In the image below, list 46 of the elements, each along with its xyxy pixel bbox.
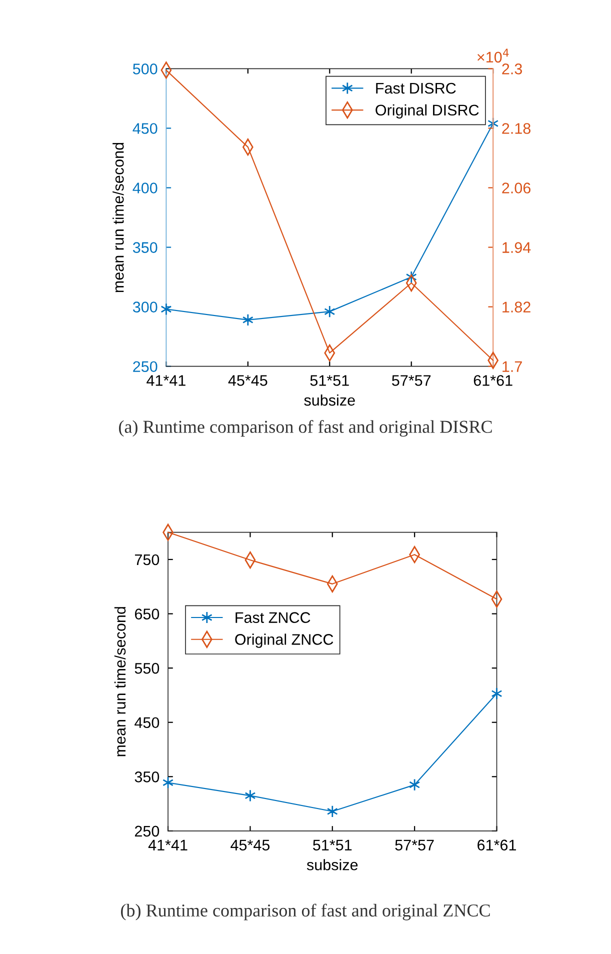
y-tick-label: 350 — [132, 242, 158, 253]
point — [324, 305, 336, 318]
x-tick-label: 61*61 — [478, 840, 516, 850]
point — [491, 687, 502, 700]
text: ×10$^{4}$ — [477, 48, 509, 63]
y-tick-label: 350 — [134, 772, 160, 782]
y-tick-label: 450 — [134, 717, 160, 728]
x-axis-title: subsize — [304, 394, 355, 406]
legend-label: Original DISRC — [376, 104, 479, 119]
x-tick-label: 61*61 — [474, 375, 512, 386]
point — [244, 789, 256, 802]
y-tick-label: 550 — [134, 662, 160, 674]
x-axis-title: subsize — [306, 859, 358, 870]
y2-tick-label: 2.18 — [502, 123, 530, 134]
text: (a) Runtime comparison of fast and original DISRC — [119, 420, 492, 437]
y-tick-label: 250 — [134, 826, 160, 837]
legend-label: Original ZNCC — [235, 634, 334, 648]
y-tick-label: 400 — [132, 182, 158, 194]
y-tick-label: 500 — [132, 64, 158, 74]
y-tick-label: 300 — [132, 302, 158, 312]
y-axis-title: mean run time/second — [112, 142, 124, 292]
x-tick-label: 41*41 — [146, 375, 186, 386]
y2-tick-label: 1.82 — [502, 302, 530, 312]
legend-label: Fast ZNCC — [236, 612, 310, 623]
x-tick-label: 45*45 — [230, 840, 270, 850]
x-tick-label: 57*57 — [395, 840, 434, 850]
point — [160, 302, 172, 316]
text: (b) Runtime comparison of fast and original ZNCC — [121, 904, 490, 920]
point — [242, 314, 254, 326]
y-tick-label: 250 — [133, 361, 158, 372]
point — [326, 805, 338, 818]
x-tick-label: 41*41 — [148, 840, 188, 850]
y-tick-label: 750 — [134, 554, 160, 566]
x-tick-label: 51*51 — [310, 375, 349, 386]
point — [409, 778, 420, 792]
x-tick-label: 57*57 — [392, 375, 431, 386]
y2-tick-label: 1.94 — [502, 242, 531, 253]
y2-tick-label: 1.7 — [502, 361, 522, 372]
y-axis-title: mean run time/second — [114, 607, 126, 756]
legend-label: Fast DISRC — [376, 82, 456, 94]
x-tick-label: 45*45 — [228, 375, 268, 386]
x-tick-label: 51*51 — [313, 840, 352, 850]
y2-tick-label: 2.3 — [502, 64, 522, 74]
y2-tick-label: 2.06 — [502, 182, 530, 194]
y-tick-label: 650 — [134, 608, 160, 620]
y-tick-label: 450 — [132, 123, 158, 134]
